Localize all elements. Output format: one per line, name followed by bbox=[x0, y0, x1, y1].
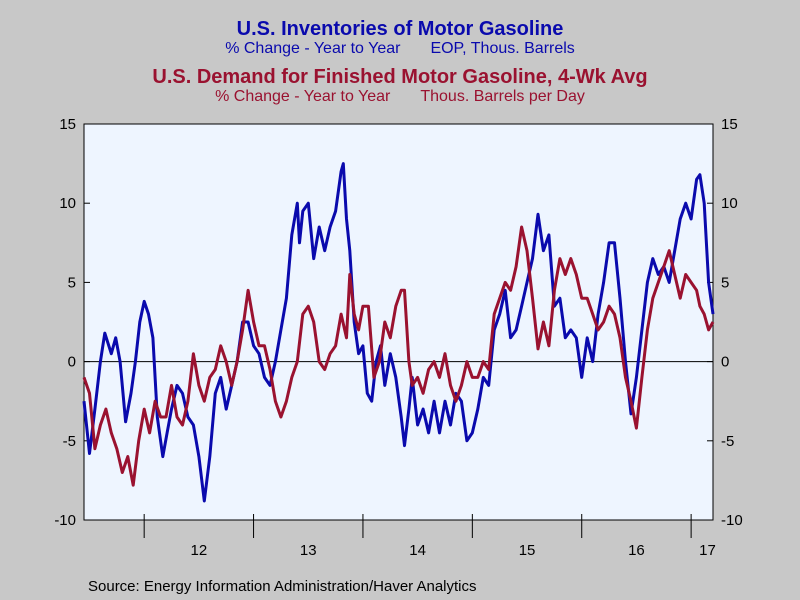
y-tick-label-right: 10 bbox=[721, 195, 738, 212]
x-tick-label: 14 bbox=[409, 542, 426, 559]
y-tick-label-right: 15 bbox=[721, 116, 738, 133]
y-tick-label-right: 0 bbox=[721, 354, 729, 371]
subtitle-demand-right: Thous. Barrels per Day bbox=[420, 88, 585, 105]
y-tick-label-left: 0 bbox=[68, 354, 76, 371]
y-tick-label-right: -5 bbox=[721, 433, 734, 450]
series-line-0 bbox=[82, 162, 715, 503]
plot-area bbox=[83, 123, 714, 521]
chart-title-inventories: U.S. Inventories of Motor Gasoline bbox=[236, 18, 564, 40]
x-tick-label: 12 bbox=[191, 542, 208, 559]
chart-title-demand: U.S. Demand for Finished Motor Gasoline,… bbox=[152, 66, 648, 88]
source-note: Source: Energy Information Administratio… bbox=[88, 578, 477, 595]
x-tick-label: 15 bbox=[519, 542, 536, 559]
subtitle-inventories-left: % Change - Year to Year bbox=[225, 40, 401, 57]
y-tick-label-right: 5 bbox=[721, 274, 729, 291]
chart-subtitle-inventories: % Change - Year to Year EOP, Thous. Barre… bbox=[0, 40, 800, 58]
title-block-inventories: U.S. Inventories of Motor Gasoline % Cha… bbox=[0, 18, 800, 58]
y-tick-label-left: 15 bbox=[59, 116, 76, 133]
x-tick-label: 17 bbox=[699, 542, 716, 559]
y-tick-label-left: -10 bbox=[54, 512, 76, 529]
y-tick-label-right: -10 bbox=[721, 512, 743, 529]
chart-subtitle-demand: % Change - Year to Year Thous. Barrels pe… bbox=[0, 88, 800, 106]
x-tick-label: 16 bbox=[628, 542, 645, 559]
series-line-1 bbox=[82, 225, 715, 487]
y-tick-label-left: 10 bbox=[59, 195, 76, 212]
subtitle-inventories-right: EOP, Thous. Barrels bbox=[430, 40, 575, 57]
title-block-demand: U.S. Demand for Finished Motor Gasoline,… bbox=[0, 66, 800, 106]
y-tick-label-left: 5 bbox=[68, 274, 76, 291]
y-tick-label-left: -5 bbox=[63, 433, 76, 450]
subtitle-demand-left: % Change - Year to Year bbox=[215, 88, 391, 105]
x-tick-label: 13 bbox=[300, 542, 317, 559]
